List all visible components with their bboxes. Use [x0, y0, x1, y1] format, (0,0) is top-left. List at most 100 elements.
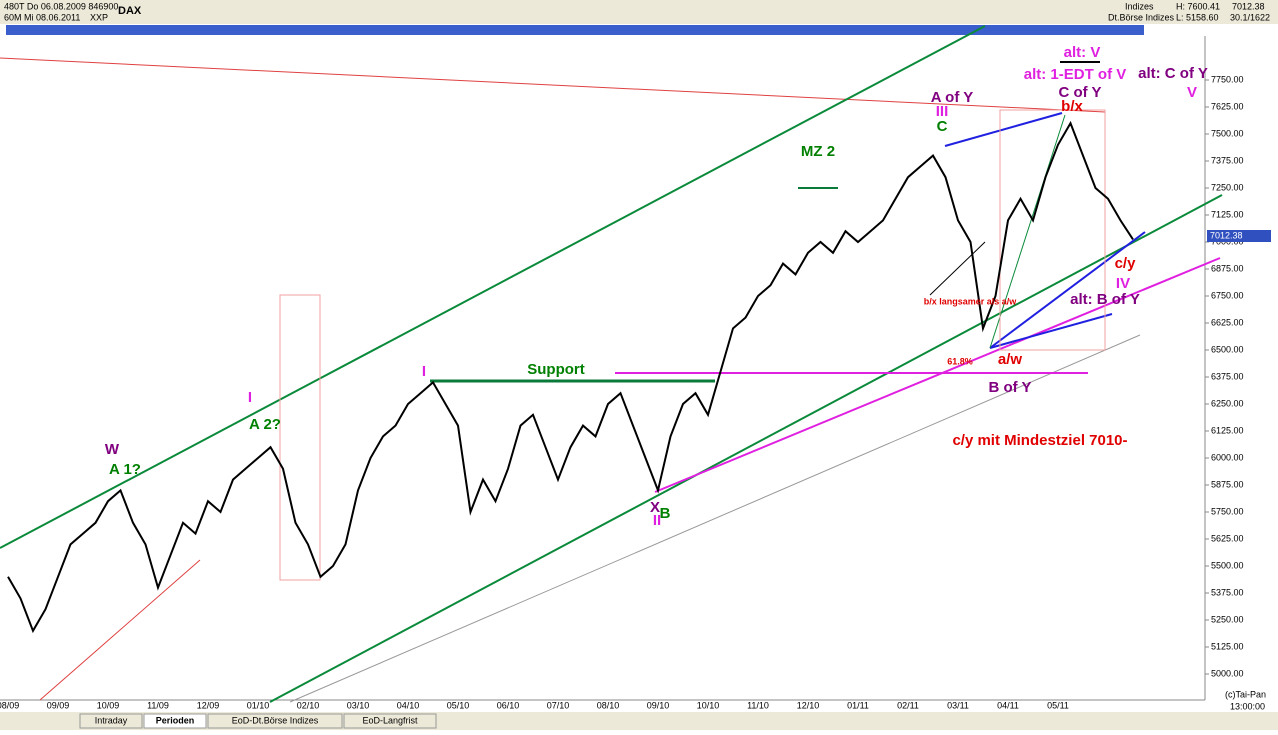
trend-line: [989, 114, 1066, 349]
header-high: H: 7600.41: [1176, 1, 1220, 11]
date-strip: [6, 25, 1144, 35]
tab-label[interactable]: EoD-Dt.Börse Indizes: [232, 715, 319, 725]
y-tick-label: 6500.00: [1211, 344, 1244, 354]
x-tick-label: 01/10: [247, 700, 270, 710]
header-code: XXP: [90, 12, 108, 22]
annotation: B of Y: [988, 379, 1031, 396]
trend-line: [654, 257, 1221, 493]
annotation: I: [248, 389, 252, 406]
y-tick-label: 7625.00: [1211, 101, 1244, 111]
x-tick-label: 04/11: [997, 700, 1019, 710]
x-tick-label: 08/09: [0, 700, 19, 710]
annotation: A 2?: [249, 416, 281, 433]
annotation: C: [937, 118, 948, 135]
annotation: I: [422, 363, 426, 380]
fib-box: [279, 294, 321, 581]
annotation: alt: 1-EDT of V: [1024, 66, 1127, 83]
x-tick-label: 12/10: [797, 700, 820, 710]
y-tick-label: 5875.00: [1211, 479, 1244, 489]
tab-label[interactable]: Intraday: [95, 715, 128, 725]
header-low: L: 5158.60: [1176, 12, 1219, 22]
x-tick-label: 02/10: [297, 700, 320, 710]
arrow-line: [929, 241, 986, 296]
header-exchange: Dt.Börse Indizes: [1108, 12, 1175, 22]
annotation: V: [1187, 84, 1197, 101]
x-tick-label: 04/10: [397, 700, 420, 710]
x-tick-label: 09/10: [647, 700, 670, 710]
y-tick-label: 6375.00: [1211, 371, 1244, 381]
trend-line: [989, 231, 1146, 349]
annotation: IV: [1116, 275, 1130, 292]
header-group: Indizes: [1125, 1, 1154, 11]
last-price-label: 7012.38: [1210, 230, 1243, 240]
header-bar: [0, 0, 1278, 24]
annotation: MZ 2: [801, 143, 835, 160]
y-tick-label: 5375.00: [1211, 587, 1244, 597]
annotation: A 1?: [109, 461, 141, 478]
tab[interactable]: [343, 713, 437, 729]
y-tick-label: 6625.00: [1211, 317, 1244, 327]
header-line1: 480T Do 06.08.2009 846900: [4, 1, 118, 11]
annotation: X: [650, 499, 660, 516]
tab-label[interactable]: EoD-Langfrist: [362, 715, 418, 725]
y-tick-label: 6125.00: [1211, 425, 1244, 435]
x-tick-label: 10/10: [697, 700, 720, 710]
x-tick-label: 03/11: [947, 700, 969, 710]
annotation: c/y: [1115, 255, 1137, 272]
y-tick-label: 7375.00: [1211, 155, 1244, 165]
y-tick-label: 7750.00: [1211, 74, 1244, 84]
fib-box: [999, 109, 1106, 351]
trend-line: [0, 25, 986, 549]
annotation: II: [653, 512, 661, 529]
y-tick-label: 6250.00: [1211, 398, 1244, 408]
annotation: b/x langsamer als a/w: [924, 296, 1018, 306]
annotation: III: [936, 103, 949, 120]
header-ratio: 30.1/1622: [1230, 12, 1270, 22]
x-tick-label: 02/11: [897, 700, 919, 710]
x-tick-label: 11/10: [747, 700, 769, 710]
annotation: W: [105, 441, 120, 458]
trend-line: [269, 194, 1223, 703]
annotation: alt: V: [1064, 44, 1101, 61]
y-tick-label: 6000.00: [1211, 452, 1244, 462]
header-line2: 60M Mi 08.06.2011: [4, 12, 80, 22]
annotation: C of Y: [1058, 84, 1101, 101]
x-tick-label: 06/10: [497, 700, 520, 710]
annotation: c/y mit Mindestziel 7010-: [952, 432, 1127, 449]
annotation: A of Y: [931, 89, 974, 106]
y-tick-label: 5500.00: [1211, 560, 1244, 570]
trend-lines: [0, 25, 1223, 703]
annotation: alt: C of Y: [1138, 65, 1208, 82]
price-line: [7, 120, 1134, 634]
last-price-box: [1207, 230, 1271, 242]
trend-line: [0, 57, 1106, 113]
trend-line: [39, 559, 201, 701]
tab[interactable]: [207, 713, 343, 729]
x-tick-label: 01/11: [847, 700, 869, 710]
y-tick-label: 5000.00: [1211, 668, 1244, 678]
x-tick-label: 11/09: [147, 700, 169, 710]
x-tick-label: 05/10: [447, 700, 470, 710]
header-last: 7012.38: [1232, 1, 1265, 11]
y-tick-label: 6750.00: [1211, 290, 1244, 300]
trend-line: [944, 112, 1063, 147]
tab[interactable]: [79, 713, 143, 729]
tab[interactable]: [143, 713, 207, 729]
y-tick-label: 5125.00: [1211, 641, 1244, 651]
annotation: 61.8%: [947, 356, 973, 366]
tab-label[interactable]: Perioden: [156, 715, 195, 725]
x-tick-label: 08/10: [597, 700, 620, 710]
x-tick-label: 03/10: [347, 700, 370, 710]
y-tick-label: 6875.00: [1211, 263, 1244, 273]
y-tick-label: 5625.00: [1211, 533, 1244, 543]
y-tick-label: 5250.00: [1211, 614, 1244, 624]
chart-title: DAX: [118, 5, 142, 17]
trend-line: [989, 313, 1113, 349]
y-tick-label: 7125.00: [1211, 209, 1244, 219]
trend-line: [289, 334, 1141, 703]
annotation: Support: [527, 361, 585, 378]
annotation: a/w: [998, 351, 1023, 368]
x-tick-label: 09/09: [47, 700, 70, 710]
x-tick-label: 10/09: [97, 700, 120, 710]
